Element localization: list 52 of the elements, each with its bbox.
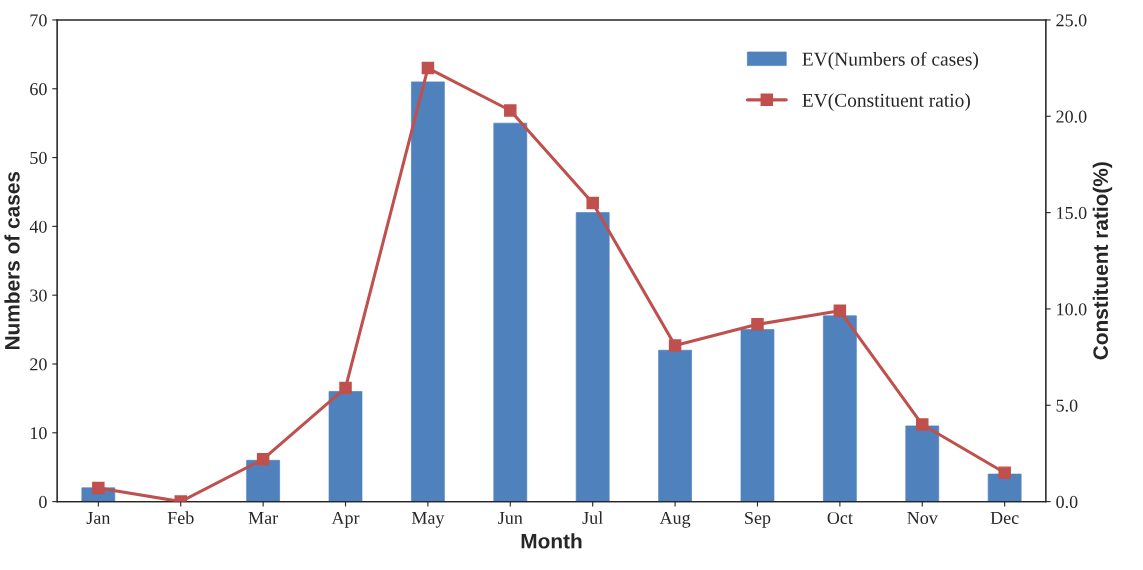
y2-tick-label: 15.0 (1057, 206, 1087, 220)
x-tick-label: Jun (498, 512, 523, 525)
bar (658, 349, 692, 502)
x-tick-label: Dec (990, 512, 1019, 525)
y-tick-label: 50 (30, 151, 47, 165)
x-tick-label: May (411, 511, 445, 528)
legend-label: EV(Numbers of cases) (802, 51, 979, 70)
bar (740, 329, 775, 502)
x-axis-title: Month (521, 533, 582, 549)
y2-axis-title: Constituent ratio(%) (1092, 162, 1113, 360)
point (421, 61, 435, 75)
y-tick-label: 60 (30, 83, 47, 96)
point (833, 304, 847, 318)
y-tick-label: 40 (29, 220, 47, 233)
x-tick-label: Aug (659, 511, 691, 528)
bar (823, 315, 857, 502)
y2-tick-label: 5.0 (1056, 399, 1078, 412)
x-tick-label: Apr (331, 511, 360, 528)
y-axis-title: Numbers of cases (4, 171, 20, 350)
bar (575, 212, 610, 502)
point (504, 104, 517, 117)
x-tick-label: Oct (827, 511, 853, 525)
x-tick-label: Feb (167, 511, 194, 525)
y-tick-label: 0 (39, 495, 47, 509)
x-tick-label: Jan (86, 512, 111, 525)
y2-tick-label: 0.0 (1056, 495, 1078, 509)
bar (493, 122, 528, 502)
point (586, 196, 599, 210)
x-tick-label: Mar (248, 512, 279, 525)
bar (246, 459, 280, 502)
y2-tick-label: 25.0 (1056, 14, 1087, 27)
bar (905, 425, 940, 502)
y-tick-label: 20 (30, 358, 47, 371)
point (916, 418, 929, 431)
point (256, 452, 270, 466)
y-tick-label: 70 (30, 14, 47, 27)
point (92, 481, 105, 495)
x-tick-label: Jul (582, 511, 603, 525)
bar (411, 81, 445, 502)
y2-tick-label: 10.0 (1057, 303, 1087, 316)
bar (328, 391, 363, 502)
y-tick-label: 10 (30, 427, 47, 440)
point (751, 318, 764, 331)
point (998, 466, 1011, 479)
x-tick-label: Nov (907, 512, 938, 525)
y2-tick-label: 20.0 (1056, 110, 1087, 123)
y-tick-label: 30 (30, 289, 47, 302)
bar (987, 473, 1022, 502)
legend-label: EV(Constituent ratio) (802, 93, 970, 111)
point (339, 381, 352, 395)
point (668, 339, 682, 352)
x-tick-label: Sep (745, 511, 771, 528)
